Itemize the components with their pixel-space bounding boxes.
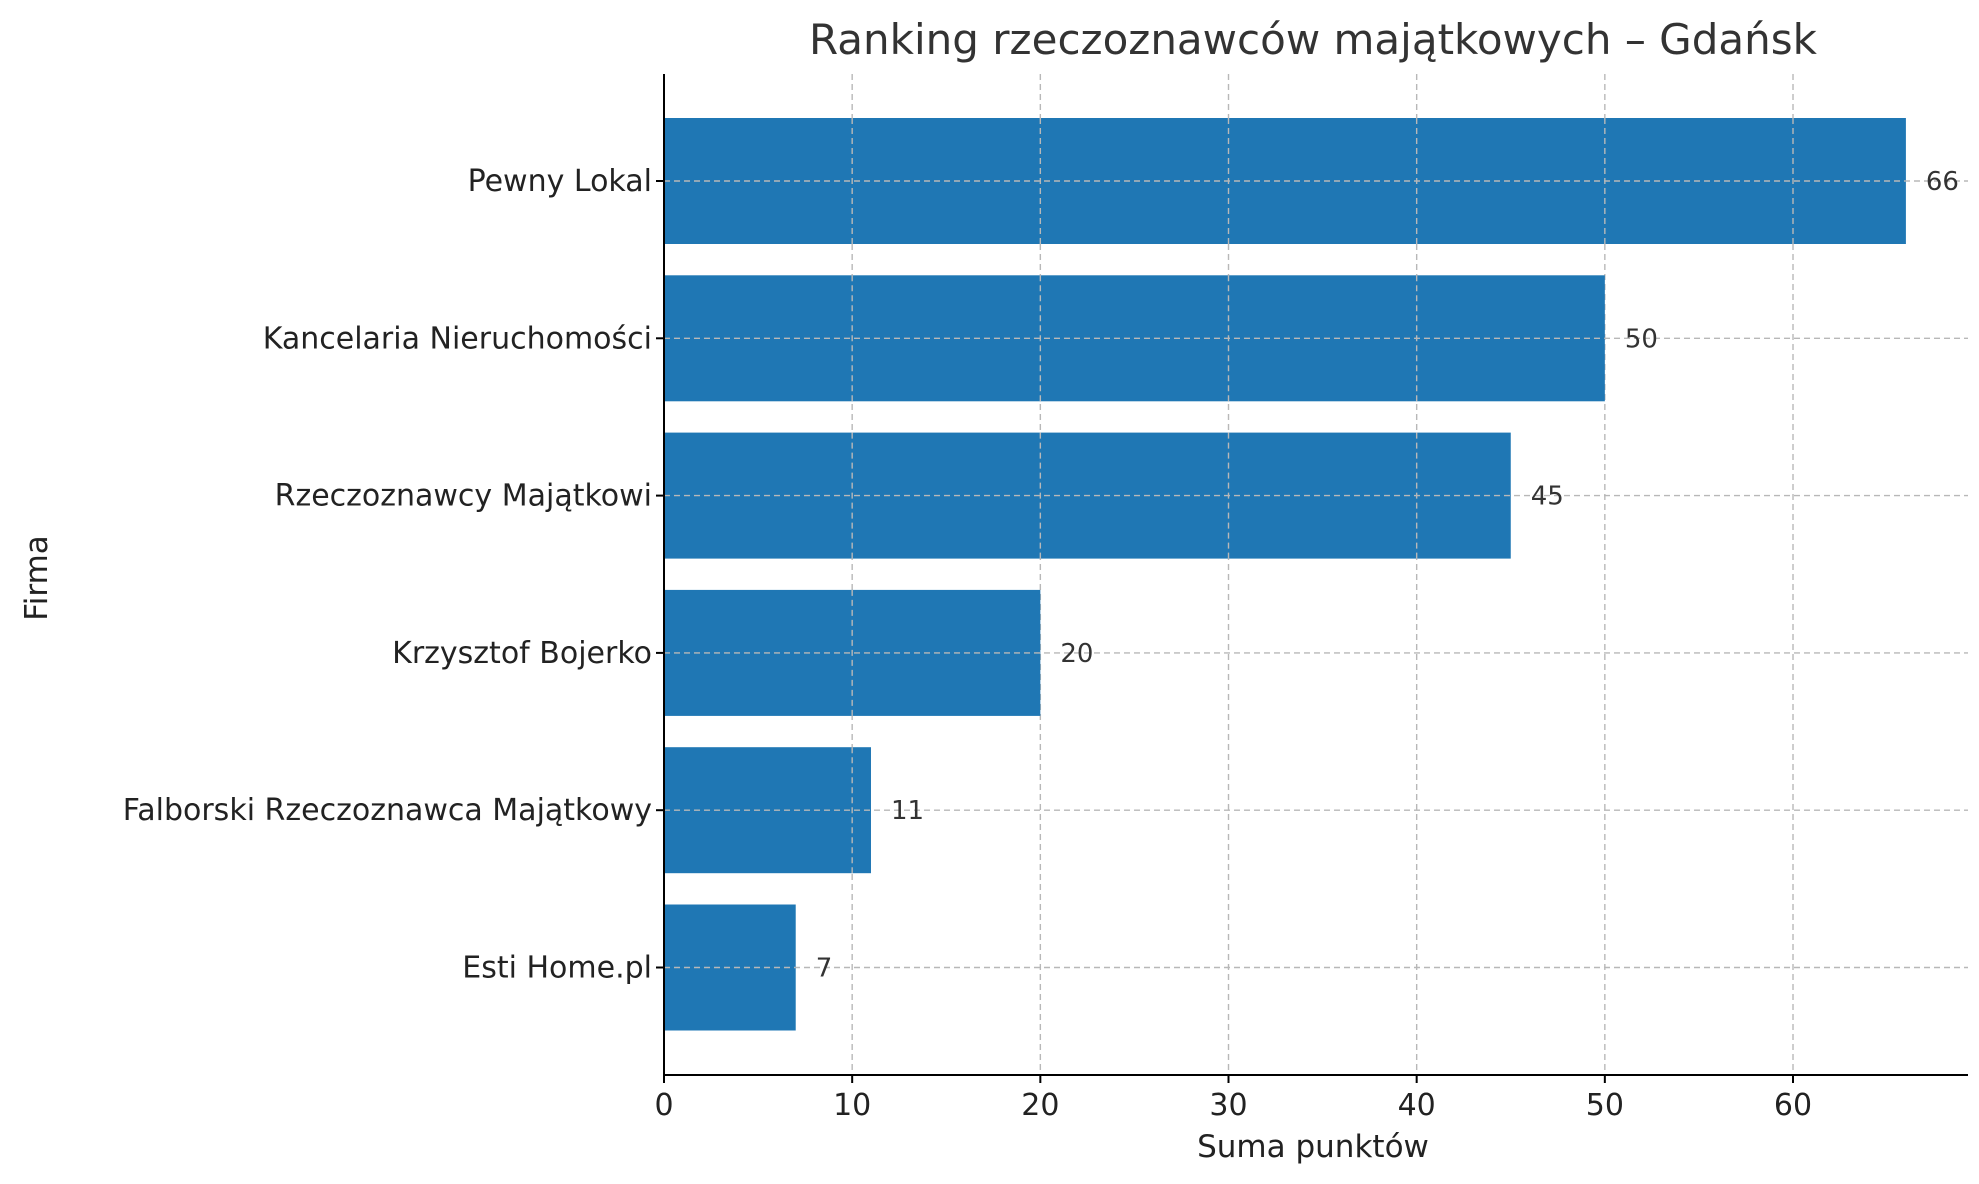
y-tick-label: Rzeczoznawcy Majątkowi (275, 479, 652, 514)
x-ticks: 0 10 20 30 40 50 60 (654, 1075, 1812, 1123)
chart-title: Ranking rzeczoznawców majątkowych – Gdań… (809, 15, 1818, 64)
y-tick-label: Falborski Rzeczoznawca Majątkowy (123, 793, 652, 828)
y-tick-label: Esti Home.pl (462, 951, 652, 986)
x-tick-label: 10 (833, 1088, 871, 1123)
data-label: 50 (1625, 324, 1658, 354)
x-tick-label: 60 (1774, 1088, 1812, 1123)
data-label: 20 (1060, 639, 1093, 669)
y-axis-label: Firma (19, 535, 55, 621)
x-tick-label: 30 (1209, 1088, 1247, 1123)
x-axis-label: Suma punktów (1197, 1129, 1429, 1165)
bars (664, 118, 1906, 1031)
y-tick-label: Krzysztof Bojerko (392, 636, 652, 671)
x-tick-label: 40 (1398, 1088, 1436, 1123)
value-labels: 66 50 45 20 11 7 (816, 167, 1959, 984)
y-ticks: Pewny Lokal Kancelaria Nieruchomości Rzecz… (123, 164, 664, 986)
y-tick-label: Kancelaria Nieruchomości (263, 321, 652, 356)
data-label: 66 (1926, 167, 1959, 197)
data-label: 11 (891, 796, 924, 826)
x-tick-label: 20 (1021, 1088, 1059, 1123)
data-label: 45 (1531, 482, 1564, 512)
axes (663, 74, 1968, 1076)
x-tick-label: 0 (654, 1088, 673, 1123)
x-tick-label: 50 (1586, 1088, 1624, 1123)
y-tick-label: Pewny Lokal (468, 164, 652, 199)
data-label: 7 (816, 954, 833, 984)
